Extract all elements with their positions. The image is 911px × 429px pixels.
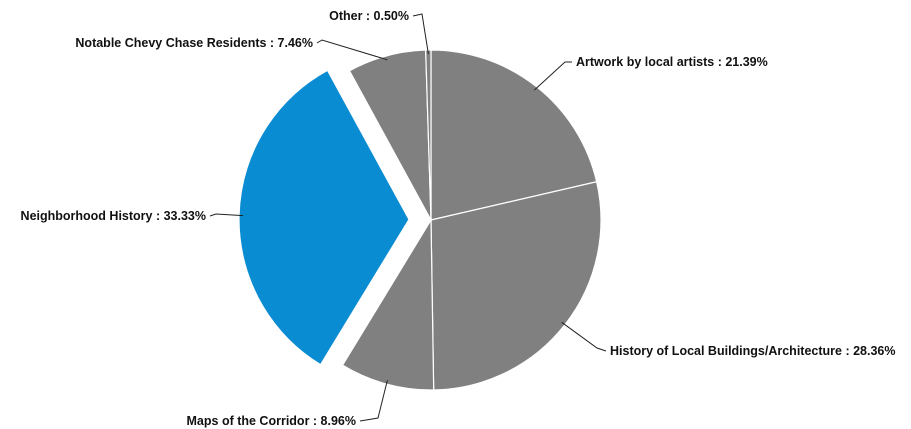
leader-line-artwork-by-local-artists [533,61,572,91]
slice-label-other: Other : 0.50% [329,9,409,23]
pie-slice-artwork-by-local-artists [430,49,598,221]
leader-line-history-of-local-buildings-architecture [561,321,607,352]
leader-line-other [412,13,429,55]
leader-line-maps-of-the-corridor [359,380,388,422]
labels-layer: Artwork by local artists : 21.39% History… [21,9,896,428]
pie-slice-other [425,49,432,221]
slice-label-notable-chevy-chase-residents: Notable Chevy Chase Residents : 7.46% [75,36,313,50]
leader-line-neighborhood-history [209,213,244,217]
slice-label-artwork-by-local-artists: Artwork by local artists : 21.39% [576,55,768,69]
leader-line-notable-chevy-chase-residents [316,39,388,61]
slice-label-maps-of-the-corridor: Maps of the Corridor : 8.96% [187,414,356,428]
slice-label-neighborhood-history: Neighborhood History : 33.33% [21,209,206,223]
slice-label-history-of-local-buildings-architecture: History of Local Buildings/Architecture … [610,344,895,358]
leader-lines-layer [209,13,607,422]
slices-layer [238,49,602,391]
